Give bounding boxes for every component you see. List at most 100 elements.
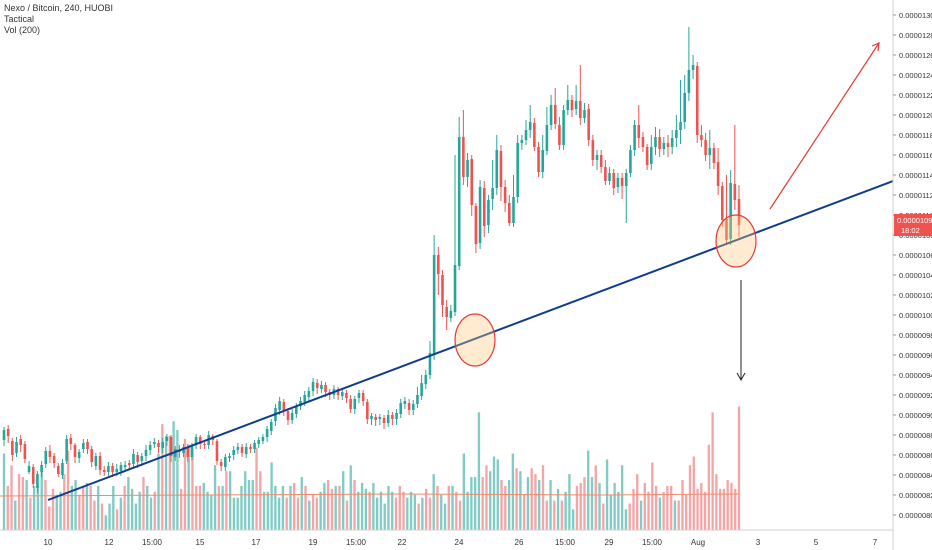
candle-body bbox=[604, 167, 607, 181]
volume-bar bbox=[368, 491, 371, 530]
drawings[interactable] bbox=[47, 42, 894, 501]
volume-bar bbox=[2, 453, 6, 530]
candle-body bbox=[441, 275, 444, 305]
volume-bar bbox=[115, 509, 119, 530]
candle-body bbox=[282, 402, 286, 410]
time-tick-label: 29 bbox=[605, 538, 614, 547]
candle-body bbox=[11, 441, 14, 455]
candle-body bbox=[115, 469, 119, 472]
volume-bar bbox=[357, 491, 360, 530]
support-touch-circle-2 bbox=[715, 214, 757, 268]
volume-bar bbox=[575, 485, 579, 530]
candle-body bbox=[420, 383, 423, 396]
candle-body bbox=[516, 143, 519, 197]
price-axis[interactable]: 0.00001300 0.00001280 0.00001260 0.00001240… bbox=[892, 0, 932, 550]
volume-bar bbox=[564, 491, 567, 530]
candle-body bbox=[203, 444, 206, 445]
volume-bar bbox=[221, 485, 224, 530]
volume-bar bbox=[104, 515, 107, 530]
price-tick-label: 0.00001260 bbox=[899, 51, 932, 60]
volume-bar bbox=[515, 468, 518, 530]
candle-body bbox=[528, 122, 532, 130]
time-tick-label: 15:00 bbox=[346, 538, 367, 547]
candle-body bbox=[691, 65, 695, 70]
candle-body bbox=[541, 150, 545, 172]
volume-bar bbox=[579, 482, 582, 530]
legend-indicator-tactical: Tactical bbox=[4, 14, 35, 24]
candle-body bbox=[675, 130, 678, 138]
candle-body bbox=[712, 148, 716, 163]
volume-bar bbox=[470, 477, 473, 530]
volume-bar bbox=[568, 474, 571, 530]
candle-body bbox=[416, 395, 419, 404]
candle-body bbox=[6, 429, 10, 436]
volume-bar bbox=[259, 471, 262, 530]
volume-bar bbox=[85, 482, 89, 530]
volume-bar bbox=[157, 453, 160, 530]
candle-body bbox=[320, 385, 323, 389]
candle-timer-label: 18:02 bbox=[901, 226, 920, 235]
candle-body bbox=[286, 411, 290, 420]
candle-body bbox=[470, 159, 474, 205]
volume-bar bbox=[730, 482, 733, 530]
volume-bar bbox=[255, 447, 258, 530]
candle-body bbox=[629, 150, 632, 173]
candle-body bbox=[553, 105, 557, 124]
candle-body bbox=[386, 415, 390, 423]
volume-bar bbox=[198, 485, 202, 530]
candle-body bbox=[457, 137, 461, 266]
candle-body bbox=[466, 160, 469, 177]
volume-bar bbox=[594, 465, 597, 530]
volume-bar bbox=[613, 482, 616, 530]
volume-bar bbox=[447, 485, 450, 530]
volume-bar bbox=[549, 480, 552, 530]
volume-bar bbox=[617, 491, 620, 530]
candle-body bbox=[508, 203, 511, 223]
volume-bar bbox=[319, 491, 322, 530]
volume-bar bbox=[345, 500, 349, 530]
candle-body bbox=[244, 447, 248, 454]
volume-bar bbox=[195, 485, 198, 530]
volume-bar bbox=[251, 480, 254, 530]
volume-bar bbox=[571, 509, 575, 530]
candle-body bbox=[716, 162, 720, 186]
candle-body bbox=[499, 151, 503, 187]
volume-bar bbox=[81, 485, 85, 530]
candle-body bbox=[94, 456, 98, 466]
volume-bar bbox=[232, 497, 236, 530]
bullish-arrow-head bbox=[871, 42, 880, 52]
volume-bar bbox=[413, 494, 417, 530]
candle-body bbox=[278, 401, 281, 410]
candle-body bbox=[545, 125, 549, 151]
candle-body bbox=[336, 389, 340, 395]
volume-bar bbox=[353, 480, 356, 530]
candle-body bbox=[361, 393, 365, 401]
volume-bar bbox=[504, 485, 507, 530]
candle-body bbox=[449, 311, 453, 318]
volume-bar bbox=[609, 494, 613, 530]
candle-body bbox=[474, 206, 478, 244]
candle-body bbox=[503, 187, 507, 203]
price-tick-label: 0.00000900 bbox=[899, 411, 932, 420]
volume-bar bbox=[10, 465, 13, 530]
volume-bar bbox=[590, 477, 594, 530]
volume-bar bbox=[707, 444, 711, 530]
price-tick-label: 0.00000960 bbox=[899, 351, 932, 360]
volume-bar bbox=[25, 480, 28, 530]
time-axis[interactable]: 10 12 15:00 15 17 19 15:00 22 24 26 15:00 29 15:00 Au… bbox=[0, 529, 893, 547]
volume-bar bbox=[119, 497, 123, 530]
candle-body bbox=[624, 173, 628, 186]
volume-bar bbox=[669, 485, 673, 530]
volume-bar bbox=[677, 500, 680, 530]
volume-bar bbox=[360, 482, 364, 530]
volume-bar bbox=[391, 491, 394, 530]
trendline bbox=[47, 180, 894, 501]
candle-body bbox=[86, 442, 89, 449]
volume-bar bbox=[485, 465, 488, 530]
candle-body bbox=[48, 451, 52, 457]
volume-bar bbox=[244, 471, 247, 530]
candle-body bbox=[353, 399, 357, 409]
